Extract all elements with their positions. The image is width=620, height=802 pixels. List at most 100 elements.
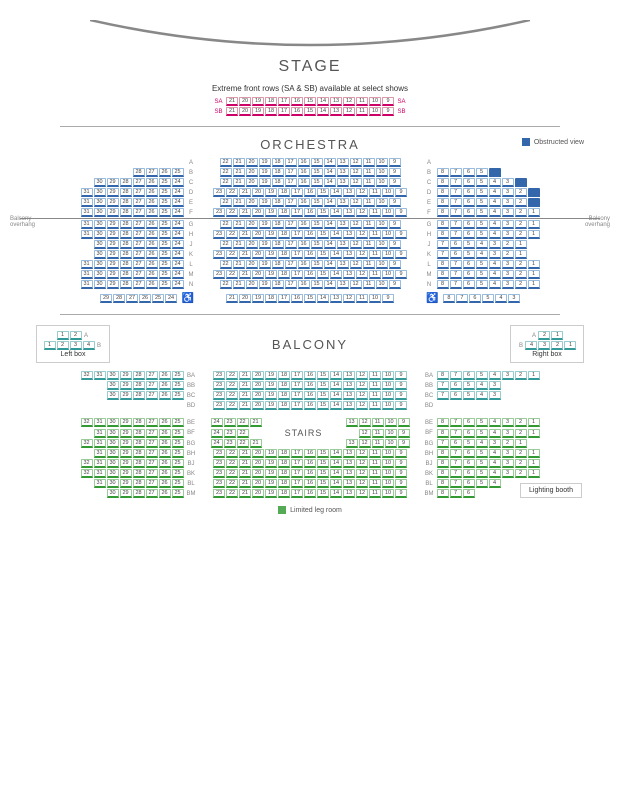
seat[interactable]: 23 [224, 418, 236, 427]
seat[interactable]: 22 [226, 381, 238, 390]
seat[interactable]: 27 [133, 240, 145, 249]
seat[interactable]: 24 [172, 270, 184, 279]
seat[interactable]: 13 [343, 469, 355, 478]
seat[interactable]: 7 [450, 168, 462, 177]
seat[interactable]: 21 [226, 107, 238, 116]
seat[interactable]: 8 [437, 418, 449, 427]
seat[interactable]: 1 [528, 418, 540, 427]
seat[interactable]: 17 [285, 198, 297, 207]
seat[interactable]: 8 [443, 294, 455, 303]
seat[interactable]: 8 [437, 280, 449, 289]
seat[interactable]: 29 [107, 198, 119, 207]
seat[interactable]: 9 [389, 158, 401, 167]
seat[interactable]: 10 [376, 178, 388, 187]
seat[interactable]: 30 [94, 198, 106, 207]
seat[interactable]: 22 [226, 391, 238, 400]
seat[interactable]: 10 [376, 168, 388, 177]
seat[interactable]: 3 [502, 459, 514, 468]
seat[interactable]: 6 [450, 240, 462, 249]
seat[interactable]: 22 [220, 280, 232, 289]
seat[interactable]: 8 [437, 208, 449, 217]
seat[interactable]: 29 [107, 220, 119, 229]
seat[interactable]: 2 [57, 341, 69, 350]
seat[interactable]: 11 [369, 401, 381, 410]
seat[interactable]: 13 [337, 198, 349, 207]
seat[interactable]: 3 [538, 341, 550, 350]
seat[interactable]: 13 [343, 479, 355, 488]
seat[interactable]: 2 [515, 198, 527, 207]
seat[interactable]: 31 [94, 418, 106, 427]
seat[interactable]: 18 [265, 97, 277, 106]
seat[interactable]: 19 [252, 97, 264, 106]
seat[interactable]: 25 [172, 381, 184, 390]
seat[interactable]: 17 [291, 270, 303, 279]
seat[interactable]: 10 [376, 280, 388, 289]
seat[interactable]: 18 [272, 158, 284, 167]
seat[interactable]: 10 [385, 418, 397, 427]
seat[interactable]: 27 [133, 250, 145, 259]
seat[interactable]: 6 [463, 178, 475, 187]
seat[interactable]: 15 [304, 107, 316, 116]
seat[interactable]: 1 [528, 280, 540, 289]
seat[interactable]: 17 [285, 220, 297, 229]
seat[interactable]: 18 [278, 371, 290, 380]
seat[interactable]: 11 [369, 449, 381, 458]
seat[interactable]: 28 [120, 198, 132, 207]
seat[interactable]: 27 [146, 418, 158, 427]
seat[interactable]: 28 [133, 469, 145, 478]
seat[interactable]: 29 [107, 208, 119, 217]
seat[interactable]: 16 [291, 97, 303, 106]
seat[interactable]: 16 [304, 449, 316, 458]
seat[interactable]: 1 [57, 331, 69, 340]
seat[interactable]: 11 [369, 371, 381, 380]
seat[interactable]: 19 [265, 489, 277, 498]
seat[interactable]: 6 [463, 469, 475, 478]
seat[interactable]: 4 [489, 469, 501, 478]
seat[interactable]: 30 [94, 188, 106, 197]
seat[interactable]: 3 [489, 391, 501, 400]
seat[interactable]: 2 [551, 341, 563, 350]
seat[interactable]: 5 [476, 280, 488, 289]
seat[interactable]: 29 [107, 240, 119, 249]
seat[interactable]: 3 [502, 188, 514, 197]
seat[interactable]: 28 [120, 240, 132, 249]
seat[interactable]: 6 [463, 260, 475, 269]
seat[interactable]: 19 [265, 401, 277, 410]
seat[interactable]: 1 [528, 230, 540, 239]
seat[interactable]: 22 [226, 250, 238, 259]
seat[interactable]: 5 [476, 260, 488, 269]
seat[interactable]: 1 [528, 429, 540, 438]
seat[interactable] [528, 198, 540, 207]
seat[interactable]: 18 [278, 270, 290, 279]
seat[interactable]: 2 [515, 429, 527, 438]
seat[interactable]: 19 [265, 459, 277, 468]
seat[interactable]: 27 [146, 439, 158, 448]
seat[interactable]: 24 [172, 240, 184, 249]
seat[interactable]: 31 [94, 459, 106, 468]
seat[interactable]: 16 [304, 469, 316, 478]
seat[interactable]: 26 [146, 250, 158, 259]
seat[interactable]: 13 [343, 401, 355, 410]
seat[interactable]: 21 [233, 198, 245, 207]
seat[interactable]: 13 [337, 220, 349, 229]
seat[interactable]: 25 [159, 280, 171, 289]
seat[interactable]: 17 [285, 260, 297, 269]
seat[interactable]: 3 [502, 270, 514, 279]
seat[interactable]: 16 [298, 240, 310, 249]
seat[interactable]: 17 [291, 489, 303, 498]
seat[interactable]: 11 [363, 220, 375, 229]
seat[interactable]: 15 [317, 188, 329, 197]
seat[interactable]: 6 [450, 439, 462, 448]
seat[interactable]: 9 [382, 107, 394, 116]
seat[interactable]: 12 [356, 401, 368, 410]
seat[interactable]: 15 [317, 449, 329, 458]
seat[interactable]: 6 [463, 168, 475, 177]
seat[interactable]: 11 [363, 178, 375, 187]
seat[interactable]: 16 [304, 489, 316, 498]
seat[interactable]: 11 [372, 439, 384, 448]
seat[interactable]: 24 [172, 188, 184, 197]
seat[interactable]: 16 [298, 260, 310, 269]
seat[interactable]: 22 [220, 168, 232, 177]
seat[interactable]: 4 [476, 240, 488, 249]
seat[interactable]: 15 [317, 459, 329, 468]
